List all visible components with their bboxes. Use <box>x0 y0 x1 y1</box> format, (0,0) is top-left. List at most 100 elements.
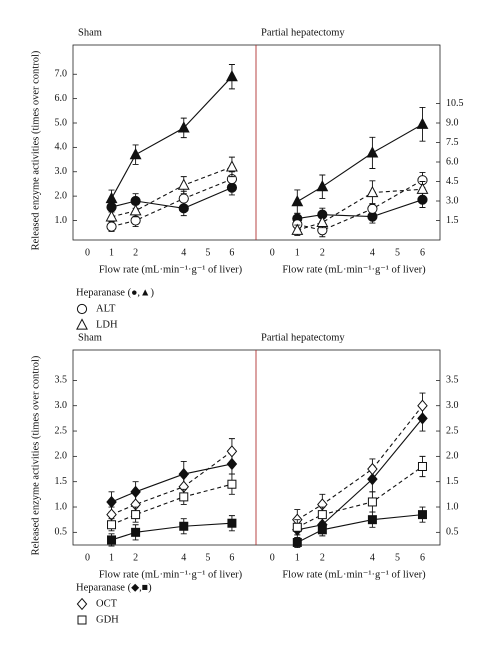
marker <box>416 182 429 194</box>
marker <box>367 515 377 525</box>
series-line <box>297 199 423 220</box>
marker <box>366 146 379 158</box>
series-line <box>297 418 423 531</box>
x-tick-label: 1 <box>109 552 114 563</box>
marker <box>179 521 189 531</box>
series-line <box>111 166 233 218</box>
marker <box>227 518 237 528</box>
marker <box>106 221 117 232</box>
marker <box>225 70 238 82</box>
legend-title: Heparanase (●,▲) <box>76 287 154 298</box>
series-line <box>297 405 423 521</box>
legend-label: ALT <box>96 303 116 314</box>
x-axis-label: Flow rate (mL·min⁻¹·g⁻¹ of liver) <box>99 569 243 580</box>
marker <box>292 537 302 547</box>
x-tick-label: 4 <box>181 247 186 258</box>
series-line <box>297 123 423 203</box>
y-tick-label: 3.0 <box>446 195 459 206</box>
marker <box>291 223 304 235</box>
marker <box>177 121 190 133</box>
marker <box>367 462 378 476</box>
y-tick-label: 2.0 <box>55 190 68 201</box>
x-tick-label: 0 <box>270 247 275 258</box>
legend-marker <box>77 615 87 625</box>
y-tick-label: 1.0 <box>55 501 68 512</box>
marker <box>131 510 141 520</box>
series-line <box>297 188 423 231</box>
legend-marker <box>76 597 88 611</box>
plot-frame <box>72 44 441 241</box>
plot-frame <box>72 349 441 546</box>
x-tick-label: 6 <box>229 552 234 563</box>
panel-title: Partial hepatectomy <box>261 27 345 38</box>
y-tick-label: 0.5 <box>55 527 68 538</box>
x-tick-label: 5 <box>395 247 400 258</box>
legend-marker <box>76 303 88 315</box>
marker <box>416 117 429 129</box>
marker <box>226 445 238 458</box>
series-line <box>111 483 233 526</box>
marker <box>317 525 327 535</box>
marker <box>316 215 329 228</box>
y-tick-label: 7.5 <box>446 137 459 148</box>
x-tick-label: 2 <box>133 552 138 563</box>
marker <box>178 193 189 204</box>
marker <box>316 180 329 192</box>
y-tick-label: 3.0 <box>446 400 459 411</box>
y-tick-label: 10.5 <box>446 98 464 109</box>
y-tick-label: 1.0 <box>55 215 68 226</box>
marker <box>129 148 142 160</box>
x-tick-label: 4 <box>181 552 186 563</box>
marker <box>105 210 118 222</box>
y-tick-label: 2.0 <box>446 451 459 462</box>
x-tick-label: 2 <box>133 247 138 258</box>
series-line <box>111 187 233 209</box>
x-tick-label: 6 <box>420 247 425 258</box>
marker <box>317 510 327 520</box>
series-line <box>297 466 423 528</box>
legend-label: GDH <box>96 614 119 625</box>
series-line <box>111 463 233 503</box>
y-tick-label: 2.0 <box>55 451 68 462</box>
panel-title: Sham <box>78 332 102 343</box>
panel-title: Partial hepatectomy <box>261 332 345 343</box>
marker <box>106 495 117 509</box>
y-tick-label: 6.0 <box>55 93 68 104</box>
series-line <box>297 514 423 543</box>
marker <box>179 492 189 502</box>
y-tick-label: 9.0 <box>446 117 459 128</box>
y-tick-label: 2.5 <box>446 425 459 436</box>
x-tick-label: 2 <box>320 247 325 258</box>
marker <box>107 520 117 530</box>
y-axis-label: Released enzyme activities (times over c… <box>30 355 41 555</box>
legend-marker <box>76 318 88 330</box>
y-tick-label: 3.5 <box>55 375 68 386</box>
legend-title: Heparanase (◆,■) <box>76 582 152 593</box>
x-tick-label: 0 <box>85 247 90 258</box>
panel-title: Sham <box>78 27 102 38</box>
x-tick-label: 2 <box>320 552 325 563</box>
x-tick-label: 1 <box>295 552 300 563</box>
y-tick-label: 0.5 <box>446 527 459 538</box>
x-axis-label: Flow rate (mL·min⁻¹·g⁻¹ of liver) <box>282 569 426 580</box>
y-tick-label: 6.0 <box>446 156 459 167</box>
x-axis-label: Flow rate (mL·min⁻¹·g⁻¹ of liver) <box>282 264 426 275</box>
marker <box>417 510 427 520</box>
x-tick-label: 6 <box>420 552 425 563</box>
y-tick-label: 4.5 <box>446 176 459 187</box>
series-line <box>111 450 233 516</box>
marker <box>131 527 141 537</box>
marker <box>366 185 379 198</box>
marker <box>417 461 427 471</box>
marker <box>107 535 117 545</box>
x-tick-label: 1 <box>295 247 300 258</box>
marker <box>367 203 378 214</box>
marker <box>417 399 428 412</box>
x-tick-label: 4 <box>370 247 375 258</box>
marker <box>291 194 304 207</box>
x-tick-label: 5 <box>395 552 400 563</box>
series-line <box>111 76 233 199</box>
series-line <box>297 179 423 231</box>
marker <box>225 160 238 172</box>
